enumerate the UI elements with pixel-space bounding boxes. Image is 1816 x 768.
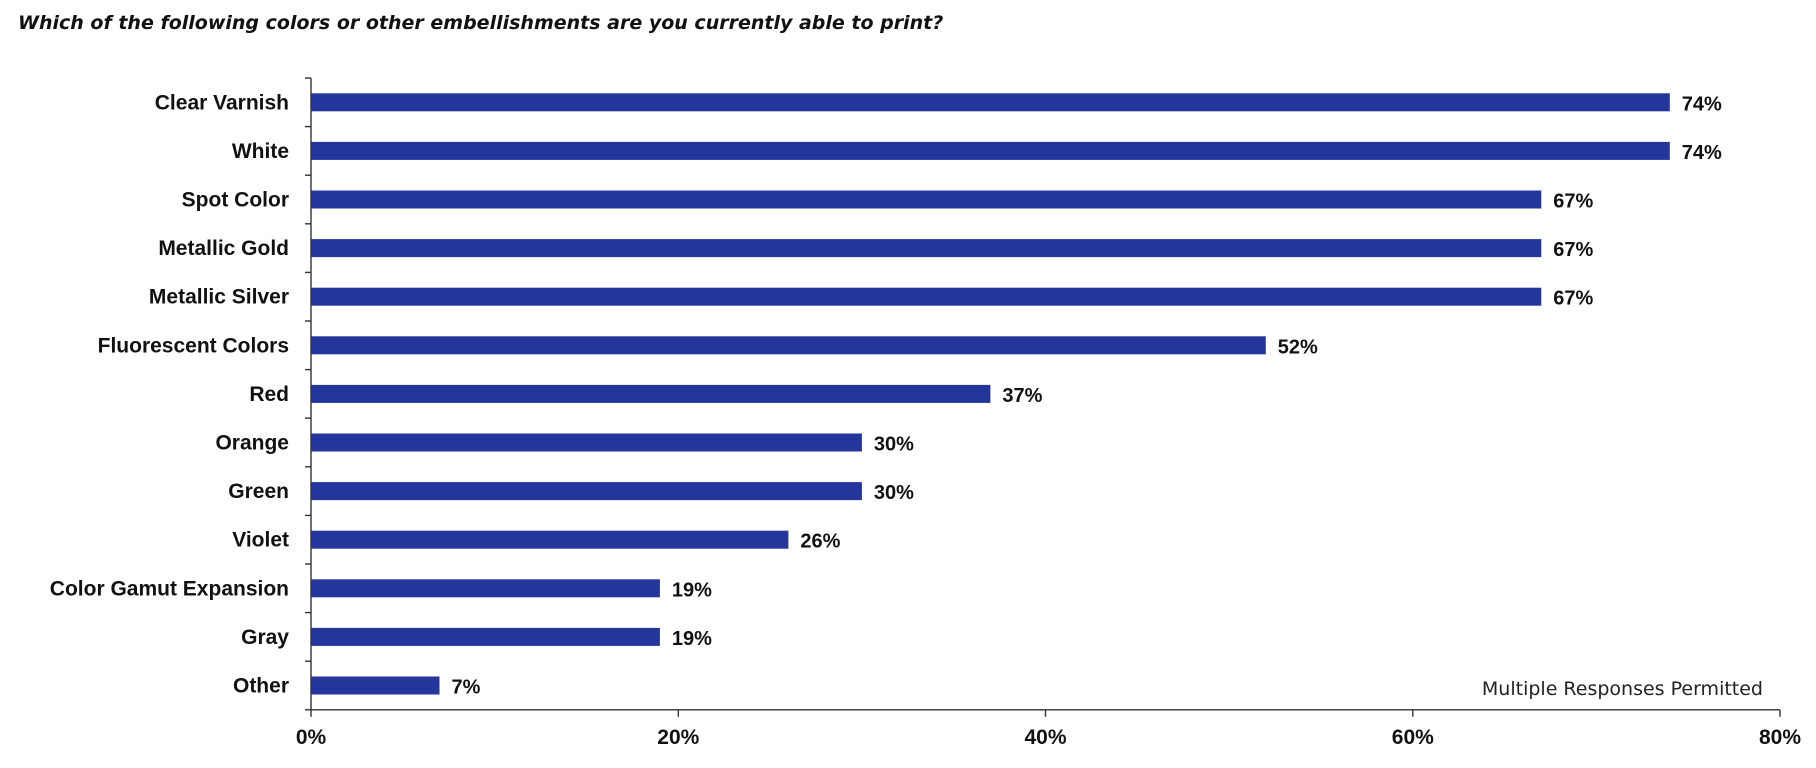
category-label-metallic-silver: Metallic Silver xyxy=(149,286,289,309)
x-tick-label-40: 40% xyxy=(1024,726,1066,749)
x-tick-label-20: 20% xyxy=(657,726,699,749)
value-label-metallic-silver: 67% xyxy=(1553,288,1593,310)
bars-layer: Clear Varnish 74% White 74% Spot Color 67% Met… xyxy=(50,91,1722,698)
bar-color-gamut-expansion xyxy=(311,579,660,598)
x-tick-label-60: 60% xyxy=(1392,726,1434,749)
x-tick-label-0: 0% xyxy=(296,726,327,749)
category-label-white: White xyxy=(232,140,289,163)
category-label-color-gamut-expansion: Color Gamut Expansion xyxy=(50,577,289,600)
bar-spot-color xyxy=(311,190,1542,209)
category-label-spot-color: Spot Color xyxy=(182,189,289,212)
value-label-clear-varnish: 74% xyxy=(1682,93,1722,115)
value-label-white: 74% xyxy=(1682,142,1722,164)
value-label-other: 7% xyxy=(452,677,481,699)
bar-red xyxy=(311,384,991,403)
category-label-fluorescent-colors: Fluorescent Colors xyxy=(98,334,289,357)
bar-white xyxy=(311,141,1670,160)
bar-metallic-gold xyxy=(311,239,1542,258)
value-label-fluorescent-colors: 52% xyxy=(1278,336,1318,358)
value-label-gray: 19% xyxy=(672,628,712,650)
x-tick-label-80: 80% xyxy=(1759,726,1801,749)
category-label-clear-varnish: Clear Varnish xyxy=(155,91,289,114)
value-label-red: 37% xyxy=(1002,385,1042,407)
bar-orange xyxy=(311,433,862,452)
category-label-metallic-gold: Metallic Gold xyxy=(158,237,289,260)
category-label-green: Green xyxy=(228,480,289,503)
axis-layer: 0% 20% 40% 60% 80% xyxy=(296,77,1801,749)
multiple-responses-note: Multiple Responses Permitted xyxy=(1482,678,1763,700)
bar-green xyxy=(311,482,862,501)
bar-fluorescent-colors xyxy=(311,336,1266,355)
category-label-other: Other xyxy=(233,675,289,698)
value-label-spot-color: 67% xyxy=(1553,191,1593,213)
category-label-violet: Violet xyxy=(232,529,289,552)
bar-clear-varnish xyxy=(311,93,1670,112)
value-label-metallic-gold: 67% xyxy=(1553,239,1593,261)
chart-title: Which of the following colors or other e… xyxy=(18,12,943,34)
bar-other xyxy=(311,676,440,695)
value-label-violet: 26% xyxy=(800,531,840,553)
category-label-orange: Orange xyxy=(215,432,289,455)
category-label-gray: Gray xyxy=(241,626,289,649)
value-label-orange: 30% xyxy=(874,434,914,456)
category-label-red: Red xyxy=(249,383,289,406)
bar-gray xyxy=(311,627,660,646)
bar-violet xyxy=(311,530,789,549)
value-label-color-gamut-expansion: 19% xyxy=(672,579,712,601)
bar-metallic-silver xyxy=(311,287,1542,306)
value-label-green: 30% xyxy=(874,482,914,504)
